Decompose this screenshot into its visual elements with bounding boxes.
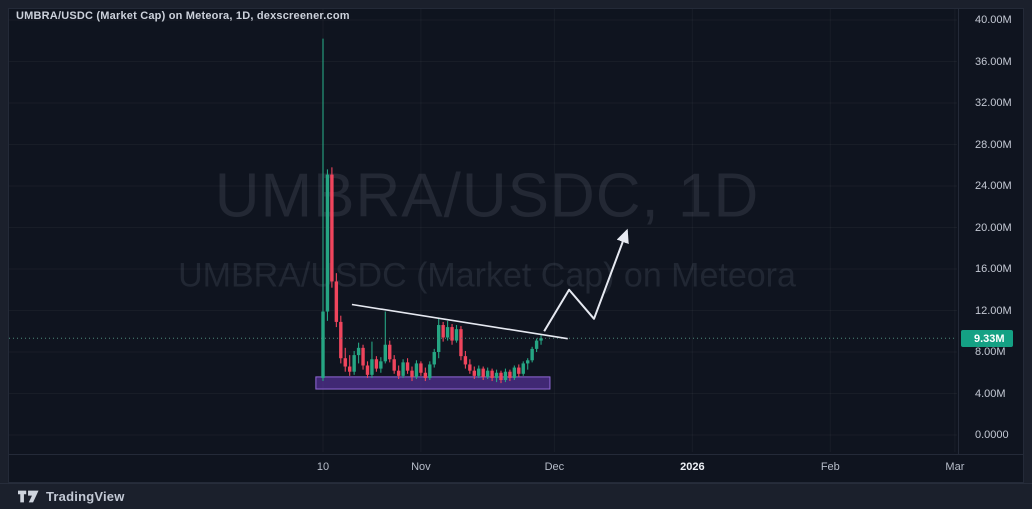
chart-pane[interactable] xyxy=(8,8,1024,483)
candle-body xyxy=(374,359,379,369)
candle-body xyxy=(530,348,534,361)
candle-body xyxy=(401,362,405,376)
candle-body xyxy=(485,370,490,377)
price-axis-separator xyxy=(958,9,959,454)
candle-body xyxy=(468,364,472,371)
candle-body xyxy=(441,325,445,338)
time-tick-label: Mar xyxy=(945,461,965,473)
candle-body xyxy=(392,359,396,371)
candle-body xyxy=(356,347,361,356)
price-tick-label: 0.0000 xyxy=(975,429,1009,441)
price-tick-label: 4.00M xyxy=(975,387,1006,400)
candle-body xyxy=(477,368,481,376)
candle-body xyxy=(330,174,334,282)
candle-body xyxy=(512,367,517,378)
candle-body xyxy=(388,344,392,360)
candle-body xyxy=(419,363,423,373)
candle-body xyxy=(423,372,428,378)
support-zone-rectangle[interactable] xyxy=(315,376,551,390)
candle-body xyxy=(517,367,521,374)
tradingview-brand[interactable]: TradingView xyxy=(46,489,125,504)
candle-body xyxy=(490,370,494,378)
price-tick-label: 28.00M xyxy=(975,138,1012,151)
candle-body xyxy=(379,361,383,369)
candle-body xyxy=(526,360,530,364)
price-tick-label: 16.00M xyxy=(975,263,1012,275)
candle-body xyxy=(432,352,436,365)
candle-body xyxy=(321,311,325,378)
candle-body xyxy=(334,281,339,322)
candle-body xyxy=(521,363,525,374)
candle-body xyxy=(348,366,352,372)
tradingview-logo-icon[interactable] xyxy=(18,490,39,503)
candle-body xyxy=(494,372,499,378)
candle-body xyxy=(396,370,401,376)
price-tick-label: 36.00M xyxy=(975,55,1012,68)
candle-body xyxy=(428,364,432,378)
price-tick-label: 40.00M xyxy=(975,14,1012,26)
projection-arrow[interactable] xyxy=(543,228,629,332)
last-price-label: 9.33M xyxy=(961,330,1013,348)
time-tick-label: Dec xyxy=(544,461,565,473)
candle-body xyxy=(539,338,543,341)
candle-body xyxy=(472,370,476,376)
time-axis-separator xyxy=(9,454,1023,455)
candle-body xyxy=(459,329,463,357)
candle-body xyxy=(508,371,512,378)
candle-body xyxy=(463,356,468,365)
candle-body xyxy=(365,365,370,375)
candle-body xyxy=(499,372,503,381)
candle-body xyxy=(383,344,387,362)
candle-body xyxy=(405,362,410,371)
watermark-description: UMBRA/USDC (Market Cap) on Meteora xyxy=(178,256,796,295)
candle-body xyxy=(410,370,414,377)
candle-body xyxy=(361,347,365,366)
candle-body xyxy=(445,327,450,338)
time-tick-label: Feb xyxy=(820,461,840,473)
time-tick-label: 2026 xyxy=(680,461,705,473)
price-tick-label: 12.00M xyxy=(975,304,1012,317)
candle-body xyxy=(454,329,459,341)
time-tick-label: Nov xyxy=(411,461,431,473)
candle-body xyxy=(370,359,374,375)
candle-body xyxy=(437,325,441,352)
price-tick-label: 32.00M xyxy=(975,97,1012,109)
candle-body xyxy=(481,368,485,377)
candle-body xyxy=(414,363,419,377)
candle-body xyxy=(339,321,343,359)
price-tick-label: 24.00M xyxy=(975,180,1012,192)
candle-body xyxy=(534,340,539,349)
descending-trendline[interactable] xyxy=(351,303,568,340)
footer-bar: TradingView xyxy=(0,483,1032,509)
candle-body xyxy=(450,327,454,341)
candle-body xyxy=(352,355,356,372)
price-tick-label: 20.00M xyxy=(975,221,1012,234)
candles xyxy=(321,38,543,384)
chart-title: UMBRA/USDC (Market Cap) on Meteora, 1D, … xyxy=(16,10,350,22)
watermark-symbol: UMBRA/USDC, 1D xyxy=(214,161,760,231)
candle-body xyxy=(343,358,347,367)
candle-body xyxy=(503,371,508,381)
price-tick-label: 8.00M xyxy=(975,346,1006,358)
candle-body xyxy=(325,174,330,312)
time-tick-label: 10 xyxy=(316,461,330,473)
